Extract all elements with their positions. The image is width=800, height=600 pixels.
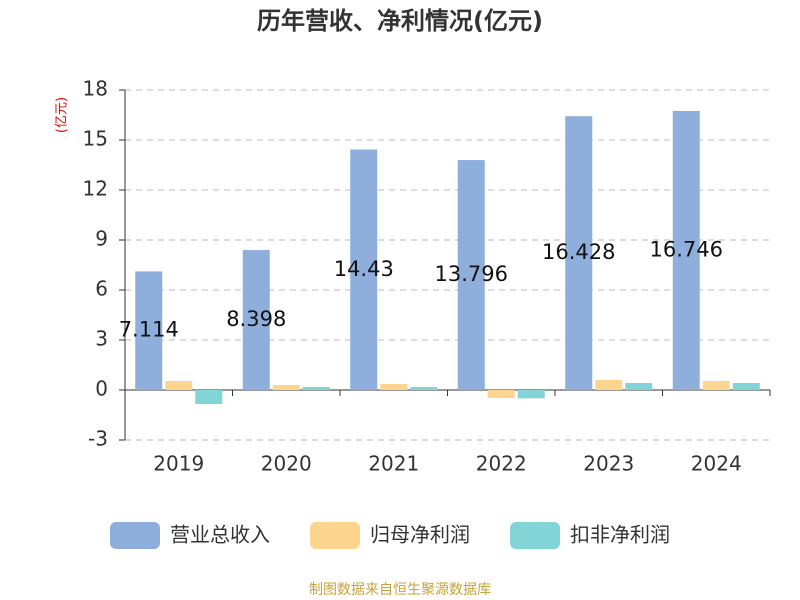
value-label: 13.796 xyxy=(435,262,508,286)
value-label: 7.114 xyxy=(119,318,179,342)
legend-swatch xyxy=(110,522,160,549)
legend-label: 归母净利润 xyxy=(370,523,470,547)
value-label: 16.428 xyxy=(542,240,615,264)
x-tick-label: 2021 xyxy=(368,452,419,476)
bar xyxy=(242,250,270,390)
y-tick-label: -3 xyxy=(88,427,108,451)
y-tick-label: 18 xyxy=(83,77,108,101)
bar xyxy=(380,384,408,390)
x-tick-label: 2024 xyxy=(691,452,742,476)
bar xyxy=(732,383,760,390)
bar xyxy=(625,383,653,390)
value-label: 14.43 xyxy=(334,257,394,281)
y-axis-label: (亿元) xyxy=(55,97,70,133)
y-tick-label: 12 xyxy=(83,177,108,201)
x-tick-label: 2022 xyxy=(476,452,527,476)
value-label: 8.398 xyxy=(226,307,286,331)
bar xyxy=(410,387,438,390)
bar xyxy=(487,390,515,398)
bar xyxy=(702,381,730,390)
y-tick-label: 0 xyxy=(95,377,108,401)
bar xyxy=(165,381,193,390)
source-note: 制图数据来自恒生聚源数据库 xyxy=(309,582,491,598)
bar xyxy=(272,385,300,390)
bar xyxy=(302,387,330,390)
y-tick-label: 6 xyxy=(95,277,108,301)
bar xyxy=(135,271,163,390)
bar xyxy=(457,160,485,390)
bar xyxy=(595,380,623,390)
value-label: 16.746 xyxy=(650,237,723,261)
y-tick-label: 9 xyxy=(95,227,108,251)
y-tick-label: 15 xyxy=(83,127,108,151)
x-tick-label: 2023 xyxy=(583,452,634,476)
bar xyxy=(350,149,378,390)
legend-swatch xyxy=(310,522,360,549)
x-tick-label: 2019 xyxy=(153,452,204,476)
bar xyxy=(195,390,223,404)
bar xyxy=(565,116,593,390)
y-tick-label: 3 xyxy=(95,327,108,351)
bar xyxy=(672,110,700,391)
chart-title: 历年营收、净利情况(亿元) xyxy=(257,7,543,35)
legend-label: 扣非净利润 xyxy=(570,523,670,547)
bar xyxy=(517,390,545,399)
x-tick-label: 2020 xyxy=(261,452,312,476)
legend-label: 营业总收入 xyxy=(170,523,270,547)
legend-swatch xyxy=(510,522,560,549)
